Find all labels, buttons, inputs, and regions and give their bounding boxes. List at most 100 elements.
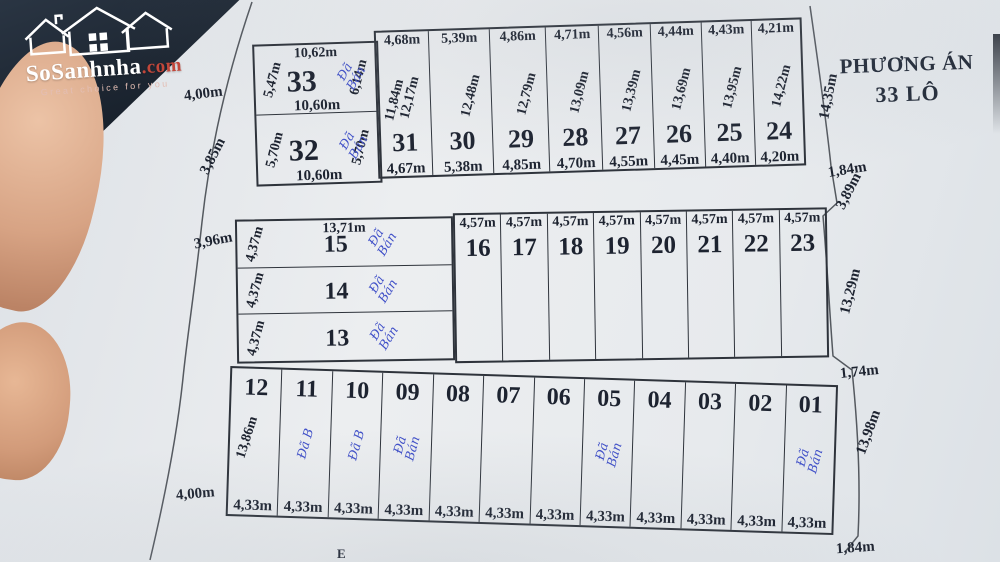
lot-18: 4,57m 18: [547, 213, 597, 360]
lot-number: 13: [325, 325, 350, 352]
lot-27: 4,56m 13,39m 27 4,55m: [599, 24, 656, 171]
block-lots-33-32: 10,62m 5,47m 6,14m 33 Đã Bán 10,60m 5,70…: [252, 40, 383, 187]
lot-03: 03 4,33m: [681, 382, 737, 530]
dim-top: 4,68m: [383, 32, 421, 49]
sold-note: Đã Bán: [591, 440, 625, 469]
lot-05: 05 Đã Bán 4,33m: [580, 379, 636, 527]
lot-13: 4,37m 13 Đã Bán: [238, 312, 453, 362]
lot-number: 23: [789, 229, 816, 257]
lot-number: 06: [546, 383, 572, 411]
dim-bottom: 4,33m: [787, 514, 827, 532]
dim-left: 5,70m: [263, 129, 287, 169]
dim-bottom: 4,40m: [710, 150, 750, 168]
dim-left: 4,37m: [243, 271, 268, 311]
lot-number: 31: [391, 127, 419, 158]
sold-note: Đã B: [293, 426, 317, 461]
dim-bottom: 4,33m: [384, 501, 424, 520]
lot-number: 14: [324, 278, 349, 305]
dim-top: 4,44m: [657, 23, 695, 40]
lot-number: 22: [743, 230, 769, 258]
lot-number: 18: [558, 233, 584, 261]
lot-number: 24: [765, 115, 793, 146]
lot-number: 15: [323, 231, 348, 258]
lot-29: 4,86m 12,79m 29 4,85m: [490, 27, 551, 174]
sold-note: Đã Bán: [389, 434, 423, 463]
dim-side: 14,22m: [768, 62, 795, 109]
lot-number: 17: [511, 233, 538, 262]
lot-33: 10,62m 5,47m 6,14m 33 Đã Bán 10,60m: [254, 42, 379, 116]
dim-bottom: 4,33m: [535, 506, 575, 524]
dim-side: 13,69m: [669, 65, 695, 112]
sold-note: Đã B: [344, 428, 367, 462]
dim-bottom: 4,67m: [386, 160, 426, 178]
lot-32: 5,70m 5,70m 32 Đã Bán 10,60m: [256, 112, 380, 185]
block-lots-12-01: 12 13,86m 4,33m 11 Đã B 4,33m 10 Đã B 4,…: [225, 366, 839, 536]
bottom-cutoff-mark: E: [337, 546, 346, 561]
dim-top: 5,39m: [440, 30, 478, 47]
sold-note: Đã Bán: [364, 272, 400, 306]
dim-top: 4,57m: [505, 214, 543, 231]
dim-bottom: 4,33m: [636, 509, 676, 528]
lot-16: 4,57m 16: [454, 214, 504, 362]
dim-top: 4,56m: [606, 25, 644, 42]
sold-note: Đã Bán: [365, 319, 401, 352]
dim-bottom: 4,85m: [502, 156, 542, 174]
dim-top: 4,57m: [691, 211, 728, 228]
lot-12: 12 13,86m 4,33m: [227, 368, 283, 516]
lot-10: 10 Đã B 4,33m: [328, 371, 384, 519]
dim-bottom: 5,38m: [443, 158, 483, 176]
dim-bottom: 4,45m: [660, 151, 700, 169]
dim-bottom: 4,55m: [609, 153, 649, 171]
lot-number: 21: [697, 231, 723, 259]
dim-top: 4,57m: [459, 215, 496, 232]
lot-number: 01: [798, 391, 824, 419]
lot-31: 4,68m 11,84m 12,17m 31 4,67m: [375, 31, 434, 178]
edge-dim-right-6: 1,84m: [835, 538, 876, 558]
sold-note: Đã Bán: [335, 128, 371, 162]
dim-side: 12,79m: [514, 70, 540, 117]
lot-06: 06 4,33m: [530, 377, 586, 526]
brand-tld: .com: [140, 54, 183, 79]
lot-number: 07: [495, 382, 521, 410]
dim-bottom: 4,20m: [760, 148, 800, 166]
dim-side: 13,39m: [619, 67, 645, 113]
watermark-logo: SoSanhnha.com Great choice for you: [7, 0, 198, 99]
lot-number: 30: [449, 125, 476, 156]
lot-number: 25: [715, 117, 743, 148]
dim-bottom: 4,33m: [686, 511, 726, 529]
dim-bottom: 4,33m: [585, 508, 626, 526]
dim-top: 4,57m: [552, 214, 589, 230]
dim-top: 4,57m: [598, 213, 635, 229]
lot-number: 20: [650, 231, 677, 260]
dim-side-left: 13,86m: [233, 414, 261, 461]
lot-21: 4,57m 21: [686, 210, 736, 358]
lot-01: 01 Đã Bán 4,33m: [782, 386, 836, 533]
lot-07: 07 4,33m: [479, 376, 535, 524]
lot-02: 02 4,33m: [731, 383, 787, 532]
lot-number: 10: [344, 377, 370, 405]
dim-top: 4,86m: [499, 28, 537, 45]
lot-08: 08 4,33m: [429, 374, 485, 522]
sold-note: Đã Bán: [364, 225, 400, 259]
lot-09: 09 Đã Bán 4,33m: [378, 372, 434, 521]
title-line1: PHƯƠNG ÁN: [839, 49, 974, 79]
lot-14: 4,37m 14 Đã Bán: [237, 264, 453, 315]
photo-edge-shadow: [993, 34, 1000, 134]
lot-04: 04 4,33m: [630, 380, 686, 529]
lot-30: 5,39m 12,48m 30 5,38m: [428, 29, 495, 176]
block-lots-16-23: 4,57m 16 4,57m 17 4,57m 18 4,57m 19 4,57…: [452, 207, 830, 364]
lot-24: 4,21m 14,22m 24 4,20m: [752, 19, 804, 166]
lot-25: 4,43m 13,95m 25 4,40m: [701, 20, 757, 168]
lot-20: 4,57m 20: [640, 211, 690, 359]
houses-icon: [24, 6, 172, 57]
dim-bottom: 4,33m: [233, 497, 273, 515]
sold-note: Đã Bán: [793, 446, 826, 475]
block-lots-15-13: 13,71m 4,37m 15 Đã Bán 4,37m 14 Đã Bán 4…: [234, 216, 456, 364]
dim-side: 13,95m: [720, 64, 746, 110]
dim-top: 10,62m: [293, 45, 338, 62]
plan-title: PHƯƠNG ÁN 33 LÔ: [817, 49, 997, 110]
dim-top: 4,57m: [737, 211, 775, 227]
block-mid: 13,71m 4,37m 15 Đã Bán 4,37m 14 Đã Bán 4…: [234, 207, 830, 366]
lot-26: 4,44m 13,69m 26 4,45m: [650, 22, 706, 169]
